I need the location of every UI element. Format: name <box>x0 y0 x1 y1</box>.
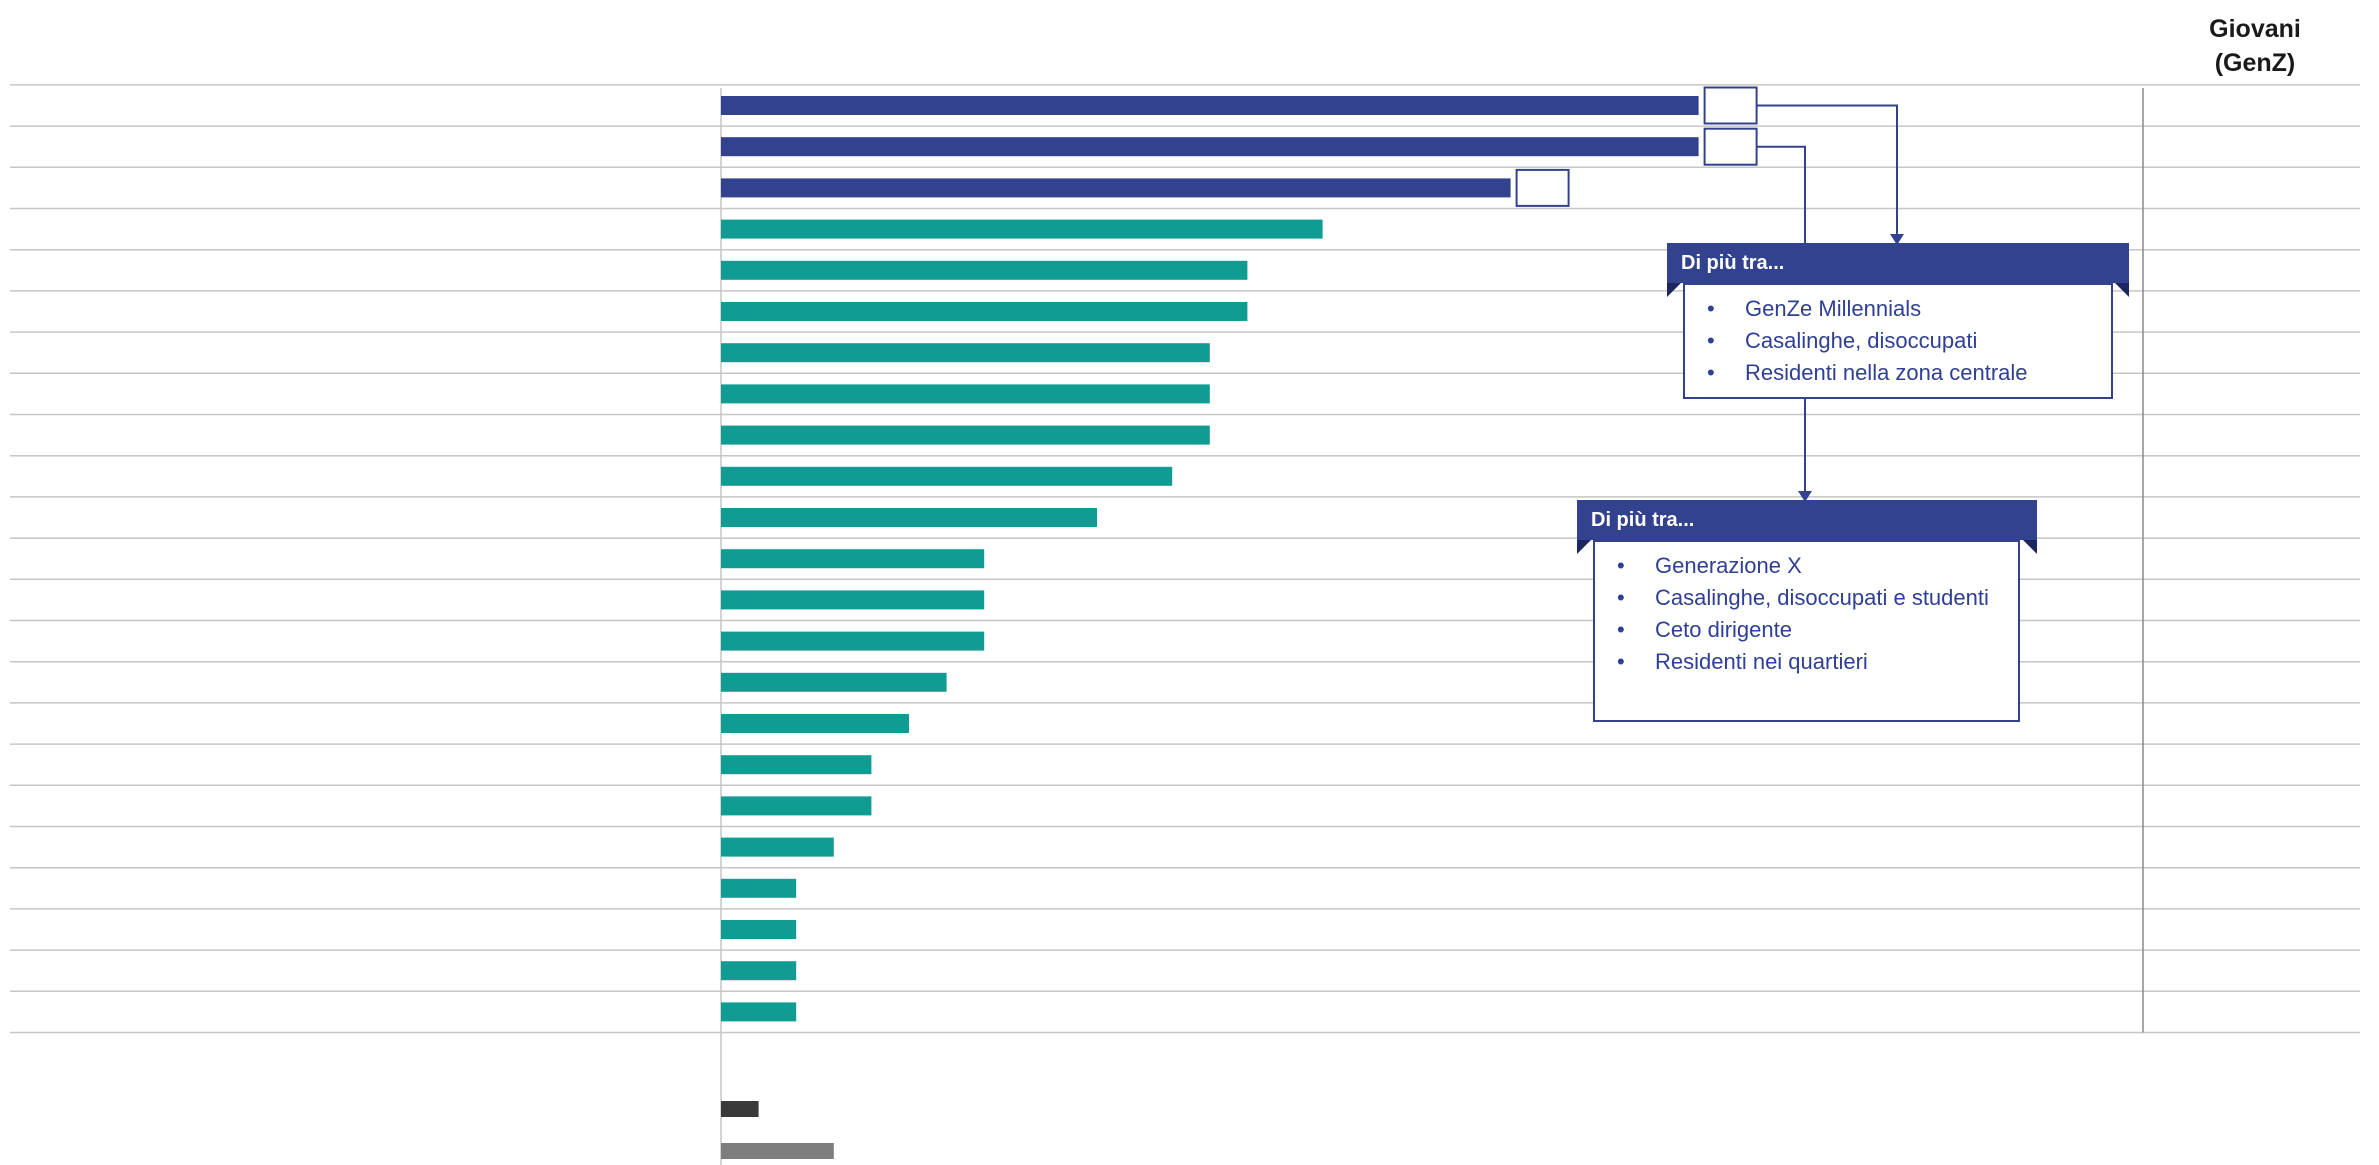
bar <box>721 219 1323 239</box>
extra-bars <box>721 1101 834 1159</box>
genz-column-title-line2: (GenZ) <box>2215 49 2296 77</box>
genz-column-title-line1: Giovani <box>2209 15 2301 43</box>
extra-bar <box>721 1143 834 1159</box>
bar <box>721 920 797 939</box>
bar <box>721 302 1248 321</box>
callout-2-box: Generazione X Casalinghe, disoccupati e … <box>1593 540 2020 722</box>
bar <box>721 178 1511 198</box>
callout-1-item: Casalinghe, disoccupati <box>1685 325 2111 357</box>
bar <box>721 1002 797 1022</box>
value-label-box <box>1703 86 1758 125</box>
callout-2-fold-right <box>2023 540 2037 554</box>
callout-2-fold-left <box>1577 540 1591 554</box>
bar <box>721 425 1210 445</box>
callout-1-header: Di più tra... <box>1667 243 2129 283</box>
bar <box>721 260 1248 280</box>
bar <box>721 384 1210 404</box>
bar <box>721 837 834 857</box>
bar <box>721 590 985 610</box>
callout-1-title: Di più tra... <box>1681 252 1785 274</box>
callout-2-item: Residenti nei quartieri <box>1595 646 2018 678</box>
bar <box>721 508 1097 527</box>
connector-arrowhead <box>1890 234 1904 245</box>
callout-1-box: GenZe Millennials Casalinghe, disoccupat… <box>1683 283 2113 399</box>
bar <box>721 672 947 692</box>
bar <box>721 137 1699 157</box>
bar <box>721 755 872 775</box>
bar <box>721 631 985 651</box>
extra-bar <box>721 1101 759 1117</box>
bar <box>721 96 1699 115</box>
bar <box>721 549 985 569</box>
connector-arrowhead <box>1798 491 1812 502</box>
callout-1-item: GenZe Millennials <box>1685 293 2111 325</box>
callout-2-item: Casalinghe, disoccupati e studenti <box>1595 582 2018 614</box>
bar <box>721 796 872 816</box>
bar <box>721 961 797 981</box>
bar <box>721 343 1210 363</box>
bar <box>721 466 1173 486</box>
callout-1-item: Residenti nella zona centrale <box>1685 357 2111 389</box>
callout-2-item: Generazione X <box>1595 550 2018 582</box>
connector-line <box>1756 104 1898 234</box>
callout-1-fold-right <box>2115 283 2129 297</box>
value-label-box <box>1703 127 1758 166</box>
callout-2-header: Di più tra... <box>1577 500 2037 540</box>
callout-2-title: Di più tra... <box>1591 509 1695 531</box>
bar <box>721 714 909 733</box>
callout-2-item: Ceto dirigente <box>1595 614 2018 646</box>
bar <box>721 878 797 898</box>
bar-rows <box>721 86 1758 1022</box>
value-label-box <box>1515 168 1570 207</box>
callout-1-fold-left <box>1667 283 1681 297</box>
